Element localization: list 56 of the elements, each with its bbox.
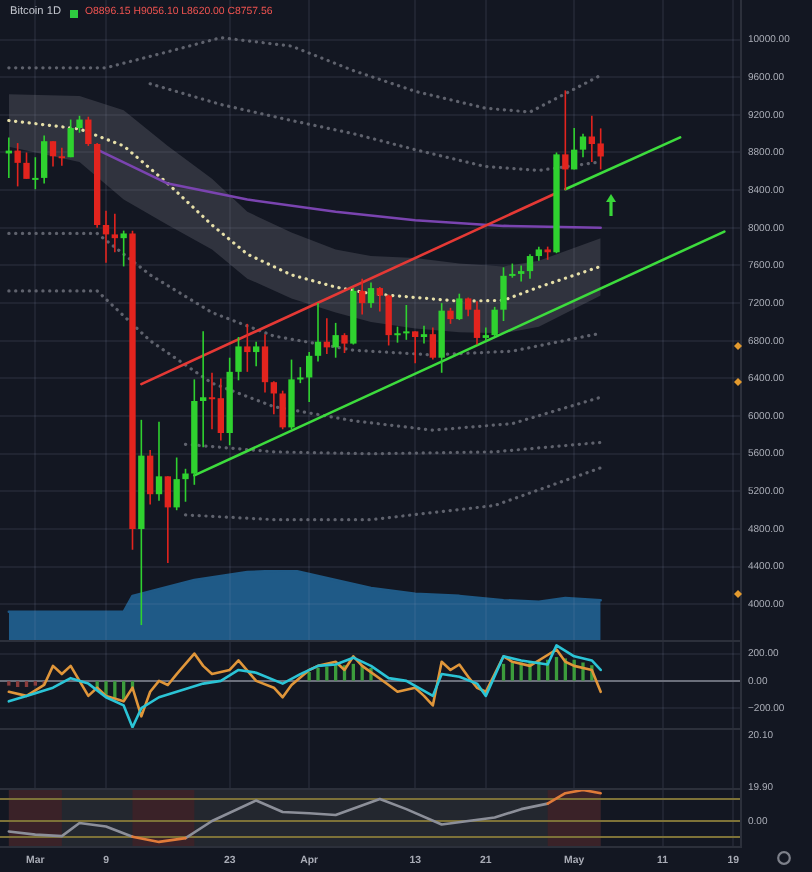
candlestick: [367, 281, 375, 309]
candlestick: [32, 156, 39, 191]
candlestick: [403, 304, 410, 341]
candlestick: [597, 127, 604, 171]
line-series: [7, 231, 603, 357]
candlestick: [517, 264, 525, 283]
candlestick: [155, 420, 163, 502]
candlestick: [199, 330, 207, 448]
candlestick: [491, 306, 498, 337]
candlestick: [579, 132, 587, 159]
candlestick: [173, 456, 180, 512]
line-series: [148, 82, 603, 172]
line-series: [183, 466, 603, 522]
candlestick: [305, 351, 313, 403]
candlestick: [438, 302, 445, 374]
candlestick: [429, 326, 437, 361]
candlestick: [376, 286, 384, 313]
candlestick: [244, 323, 251, 373]
candlestick: [341, 332, 348, 354]
candlestick: [464, 296, 472, 318]
candlestick: [164, 475, 172, 564]
candlestick: [411, 330, 419, 365]
candlestick: [279, 389, 286, 431]
candlestick: [40, 134, 48, 185]
candlestick: [85, 115, 92, 147]
candlestick: [456, 292, 463, 321]
candlestick: [235, 336, 242, 382]
candlestick: [58, 146, 66, 167]
candlestick: [23, 151, 30, 180]
candlestick: [111, 212, 119, 254]
candlestick: [500, 266, 507, 322]
candlestick: [562, 89, 569, 191]
candlestick: [420, 324, 428, 345]
candlestick: [358, 277, 366, 316]
candlestick: [570, 127, 578, 171]
line-series: [7, 289, 603, 432]
candlestick: [332, 322, 339, 359]
candlestick: [252, 340, 260, 367]
candlestick: [182, 467, 189, 503]
candlestick: [146, 449, 154, 506]
candlestick: [120, 229, 127, 268]
candlestick: [588, 114, 596, 163]
candlestick: [208, 371, 216, 431]
candlestick: [385, 293, 392, 347]
candlestick: [14, 142, 21, 188]
candlestick: [270, 380, 278, 415]
candlestick: [67, 118, 74, 159]
candlestick: [261, 333, 269, 394]
candlestick: [482, 326, 490, 342]
candlestick: [217, 377, 225, 442]
candlestick: [102, 210, 110, 264]
line-series: [7, 36, 603, 114]
candlestick: [473, 300, 481, 346]
candlestick: [49, 140, 57, 168]
candlestick: [314, 302, 322, 363]
candlestick: [526, 253, 534, 280]
